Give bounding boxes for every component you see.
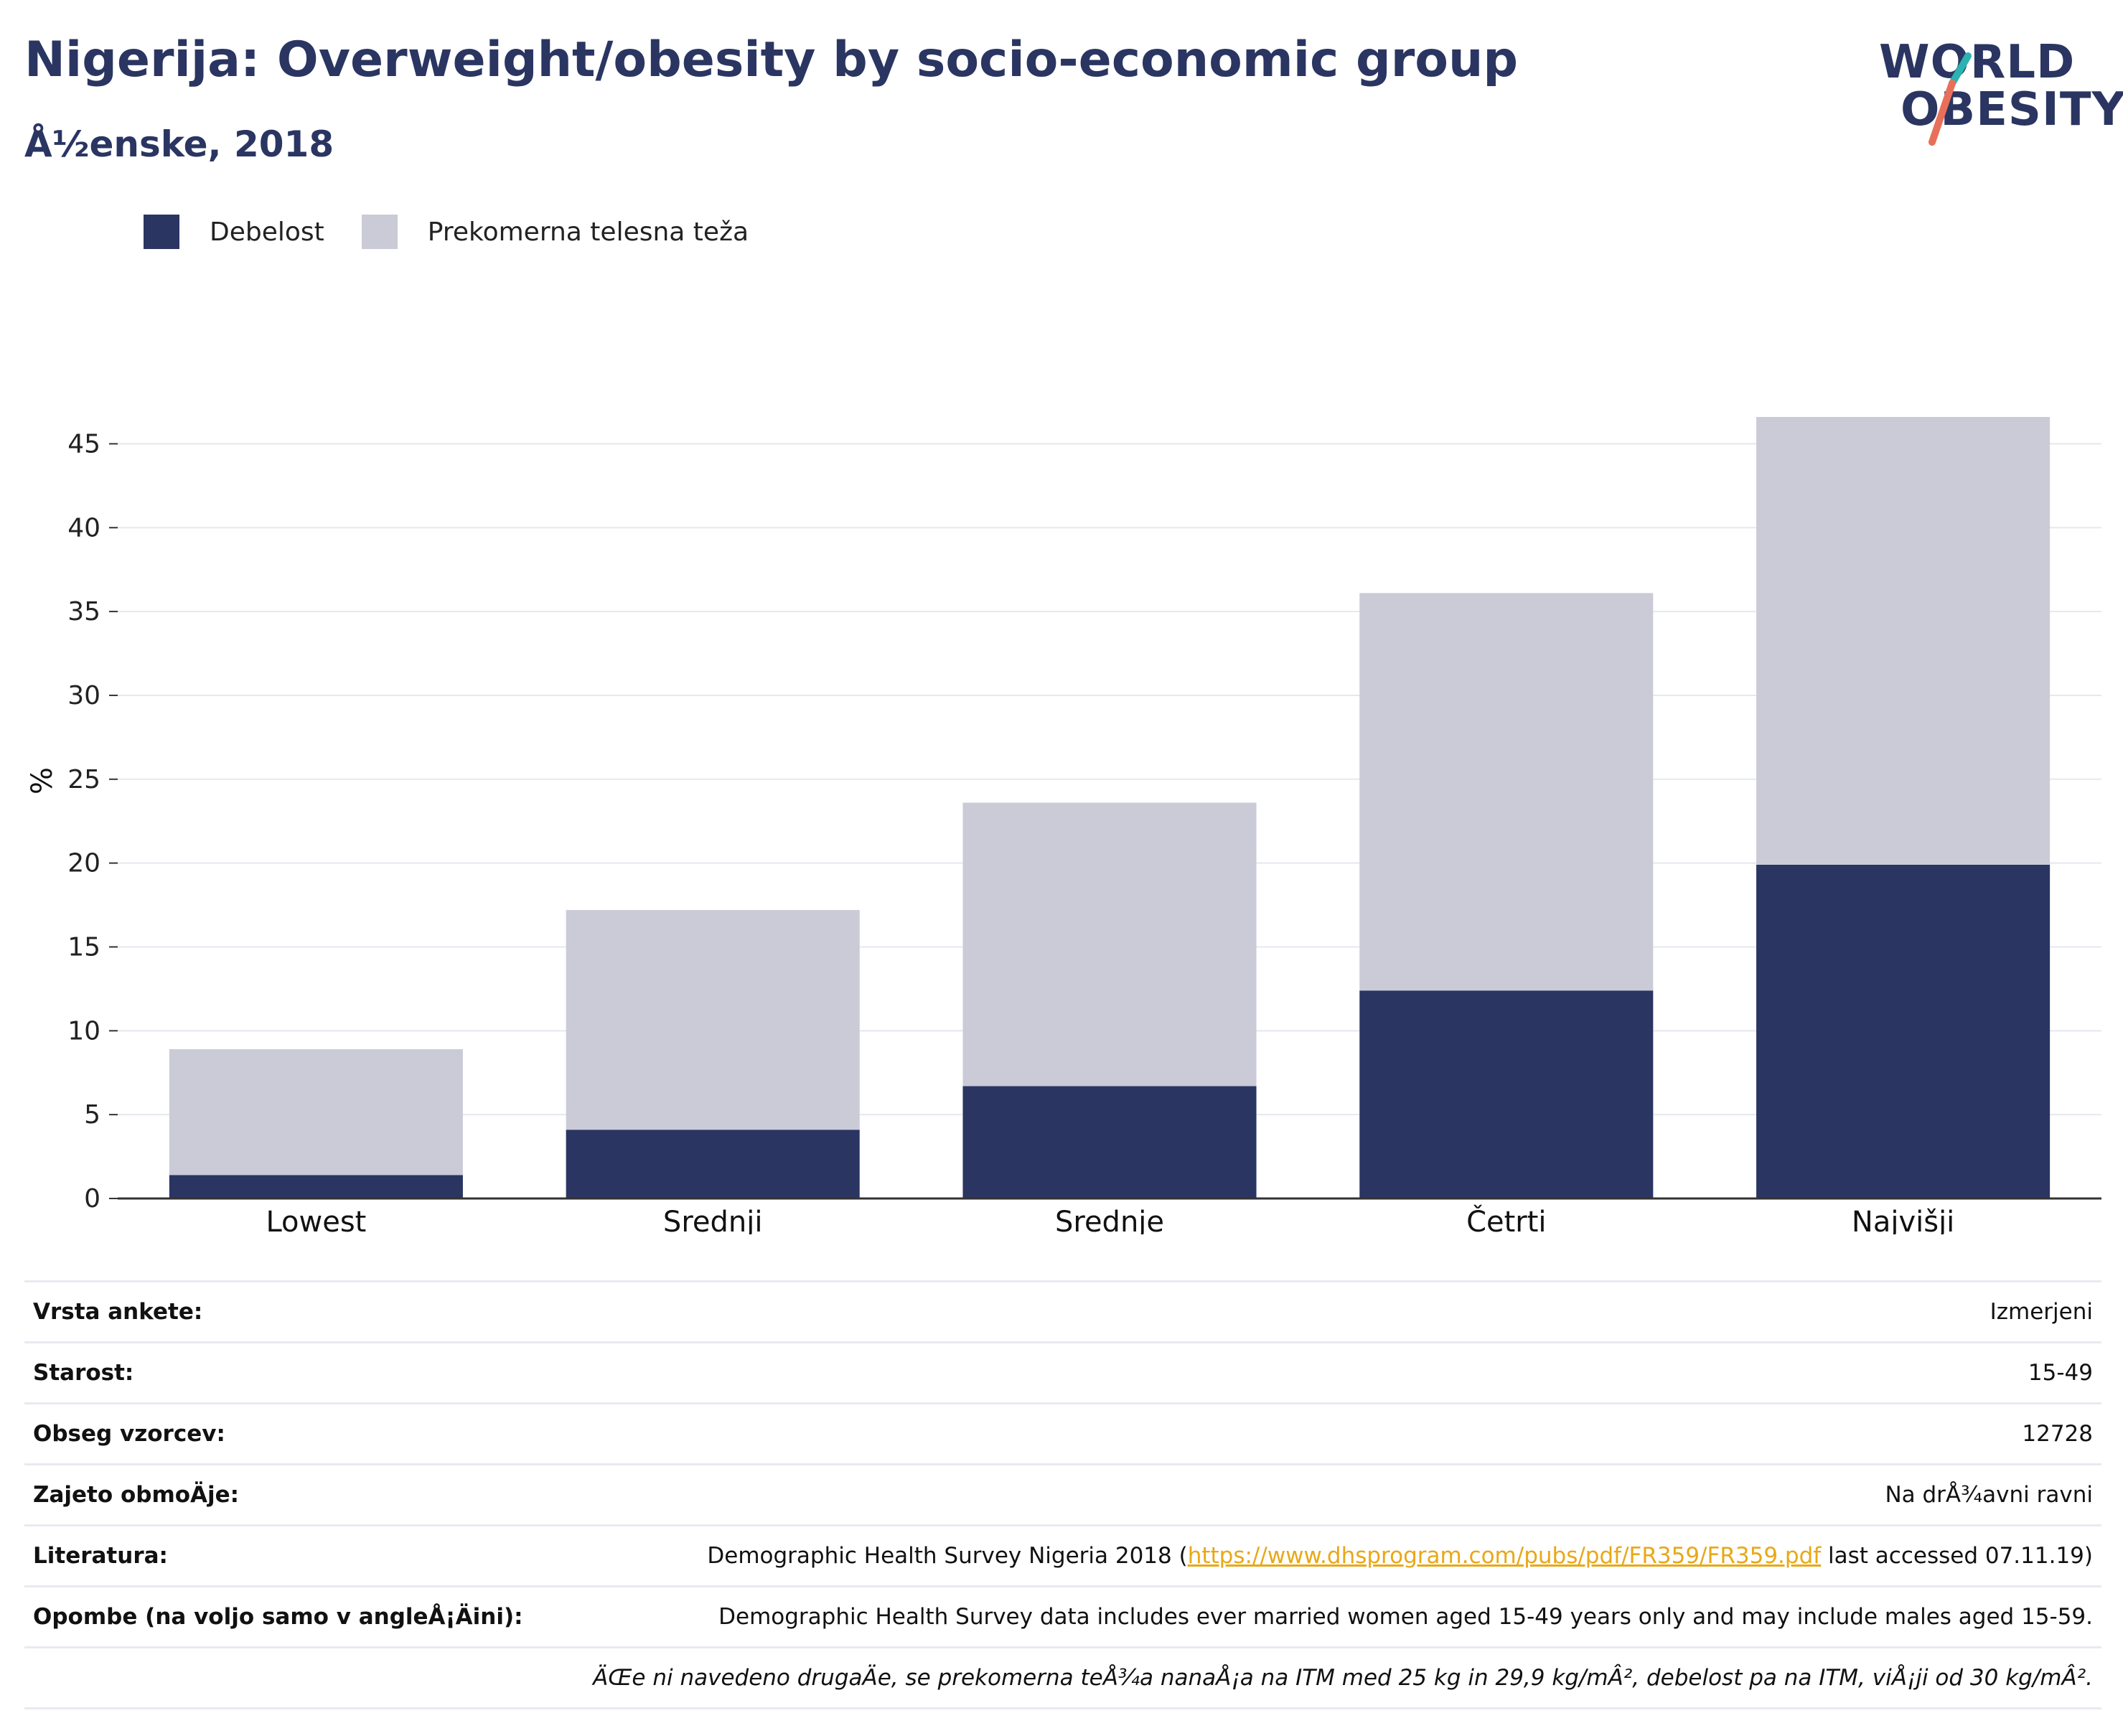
meta-value-literature: Demographic Health Survey Nigeria 2018 (… [707,1543,2101,1569]
meta-label: Zajeto obmoÄje: [33,1482,240,1508]
bar-segment-obesity [1756,864,2051,1198]
meta-label: Starost: [33,1360,134,1386]
meta-row-notes: Opombe (na voljo samo v angleÅ¡Äini): De… [24,1585,2101,1646]
x-tick-label: Najvišji [1852,1206,1954,1234]
meta-value: 12728 [2022,1421,2093,1447]
legend-swatch-obesity [144,215,179,249]
meta-row-literature: Literatura: Demographic Health Survey Ni… [24,1524,2101,1585]
literature-suffix: last accessed 07.11.19) [1821,1543,2093,1569]
y-tick-label: 30 [67,681,100,710]
legend-swatch-overweight [361,215,398,249]
x-tick-label: Četrti [1466,1204,1546,1234]
meta-value: Izmerjeni [1990,1299,2093,1325]
meta-value: Na drÅ¾avni ravni [1885,1482,2093,1508]
bar-segment-overweight [169,1049,463,1176]
meta-label: Obseg vzorcev: [33,1421,225,1447]
literature-link[interactable]: https://www.dhsprogram.com/pubs/pdf/FR35… [1187,1543,1822,1569]
bar-segment-obesity [169,1175,463,1198]
bar-segment-obesity [566,1130,860,1198]
meta-row-area-covered: Zajeto obmoÄje: Na drÅ¾avni ravni [24,1463,2101,1524]
axes: 0 5 10 15 20 25 30 35 40 45 Lowest Srednji Srednje Če… [67,429,2101,1234]
y-tick-label: 5 [84,1100,100,1130]
bar-segment-obesity [962,1086,1257,1198]
y-tick-label: 10 [67,1016,100,1046]
bar-segment-overweight [566,910,860,1130]
y-tick-label: 20 [67,849,100,878]
bar-segment-overweight [1756,417,2051,865]
y-tick-label: 35 [67,597,100,627]
meta-row-survey-type: Vrsta ankete: Izmerjeni [24,1280,2101,1341]
meta-value: 15-49 [2028,1360,2093,1386]
bar-segment-overweight [1359,593,1654,991]
y-tick-label: 45 [67,429,100,459]
y-tick-label: 0 [84,1184,100,1214]
bars [169,417,2051,1198]
y-tick-label: 25 [67,765,100,794]
y-axis-title: % [26,767,59,794]
footnote: ÄŒe ni navedeno drugaÄe, se prekomerna t… [593,1665,2093,1691]
legend-item-obesity: Debelost [144,215,324,249]
chart-legend: Debelost Prekomerna telesna teža [144,214,786,250]
meta-label: Vrsta ankete: [33,1299,203,1325]
legend-label-overweight: Prekomerna telesna teža [427,217,749,247]
x-tick-label: Lowest [266,1206,366,1234]
stacked-bar-chart: 0 5 10 15 20 25 30 35 40 45 Lowest Srednji Srednje Če… [26,417,2101,1234]
bar-segment-overweight [962,802,1257,1087]
legend-label-obesity: Debelost [210,217,324,247]
literature-prefix: Demographic Health Survey Nigeria 2018 ( [707,1543,1188,1569]
y-tick-label: 40 [67,513,100,543]
survey-metadata-table: Vrsta ankete: Izmerjeni Starost: 15-49 O… [24,1280,2101,1709]
y-tick-label: 15 [67,932,100,962]
logo-line-1: WORLD [1879,36,2076,89]
meta-value: Demographic Health Survey data includes … [718,1604,2093,1630]
bar-segment-obesity [1359,990,1654,1198]
meta-label: Opombe (na voljo samo v angleÅ¡Äini): [33,1604,523,1630]
chart-title: Nigerija: Overweight/obesity by socio-ec… [24,32,1519,88]
legend-item-overweight: Prekomerna telesna teža [361,215,749,249]
x-tick-label: Srednje [1055,1206,1164,1234]
meta-row-sample-size: Obseg vzorcev: 12728 [24,1402,2101,1463]
logo-slash-icon [1928,52,1972,146]
x-tick-label: Srednji [663,1206,763,1234]
meta-label: Literatura: [33,1543,168,1569]
meta-row-age: Starost: 15-49 [24,1341,2101,1402]
meta-row-footnote: ÄŒe ni navedeno drugaÄe, se prekomerna t… [24,1646,2101,1709]
world-obesity-logo: WORLD OBESITY [1866,36,2123,158]
chart-subtitle: Å½enske, 2018 [24,123,334,165]
